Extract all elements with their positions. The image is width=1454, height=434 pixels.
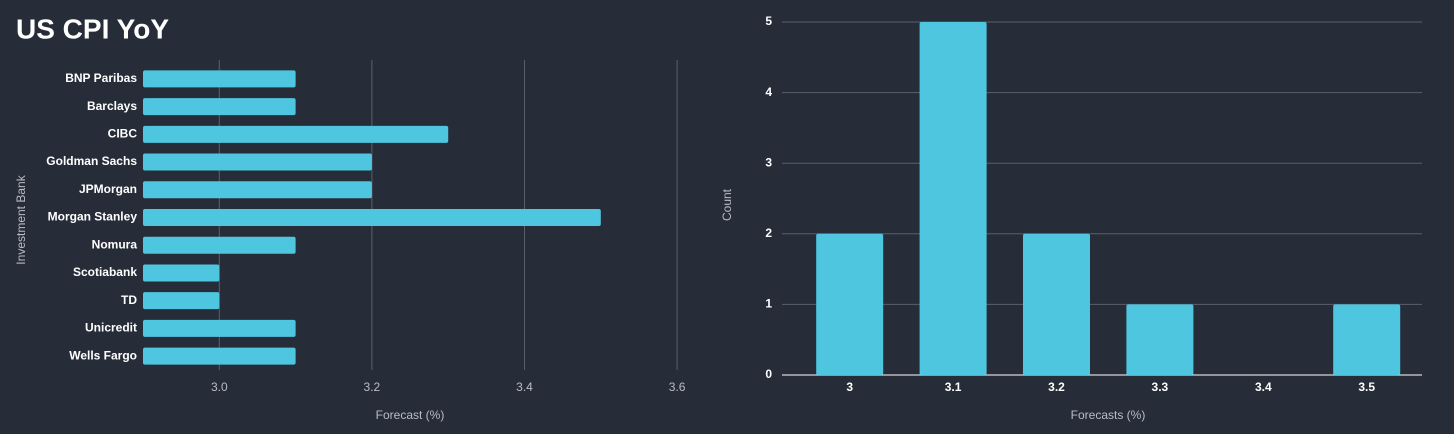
x-tick-label: 3.1 [945, 380, 962, 394]
bar [1126, 304, 1194, 375]
y-tick-label: 2 [765, 226, 772, 240]
x-tick-label: 3 [846, 380, 853, 394]
y-axis-title: Investment Bank [14, 174, 28, 264]
y-tick-label: 4 [765, 85, 772, 99]
x-axis-title: Forecast (%) [376, 408, 445, 422]
y-tick-label: CIBC [108, 126, 138, 140]
bar [143, 70, 296, 88]
bar [143, 181, 372, 199]
page-title: US CPI YoY [16, 13, 169, 44]
x-axis-title: Forecasts (%) [1071, 408, 1146, 422]
x-tick-label: 3.2 [1048, 380, 1065, 394]
x-tick-label: 3.2 [364, 380, 381, 394]
bar [143, 347, 296, 365]
bar [143, 292, 220, 310]
y-tick-label: BNP Paribas [65, 71, 137, 85]
x-tick-label: 3.5 [1358, 380, 1375, 394]
x-tick-label: 3.6 [669, 380, 686, 394]
bar [1333, 304, 1401, 375]
bar [919, 22, 987, 375]
bar [816, 233, 884, 375]
x-tick-label: 3.4 [516, 380, 533, 394]
y-tick-label: Scotiabank [73, 265, 137, 279]
y-tick-label: Barclays [87, 99, 137, 113]
bar [143, 125, 449, 143]
bar [143, 209, 601, 226]
y-tick-label: Nomura [92, 237, 138, 251]
y-tick-label: JPMorgan [79, 182, 137, 196]
bar [1023, 233, 1090, 375]
bar [143, 153, 372, 171]
y-tick-label: Morgan Stanley [48, 210, 138, 224]
y-tick-label: 3 [765, 155, 772, 169]
x-tick-label: 3.4 [1255, 380, 1272, 394]
y-tick-label: TD [121, 293, 137, 307]
bar [143, 236, 296, 254]
y-axis-title: Count [720, 188, 734, 221]
x-tick-label: 3.0 [211, 380, 228, 394]
y-tick-label: Unicredit [85, 321, 137, 335]
y-tick-label: Goldman Sachs [46, 154, 137, 168]
bar [143, 264, 220, 282]
y-tick-label: 1 [765, 297, 772, 311]
x-tick-label: 3.3 [1152, 380, 1169, 394]
bar [143, 319, 296, 337]
bar [143, 98, 296, 116]
y-tick-label: 5 [765, 14, 772, 28]
y-tick-label: Wells Fargo [69, 348, 137, 362]
y-tick-label: 0 [765, 367, 772, 381]
